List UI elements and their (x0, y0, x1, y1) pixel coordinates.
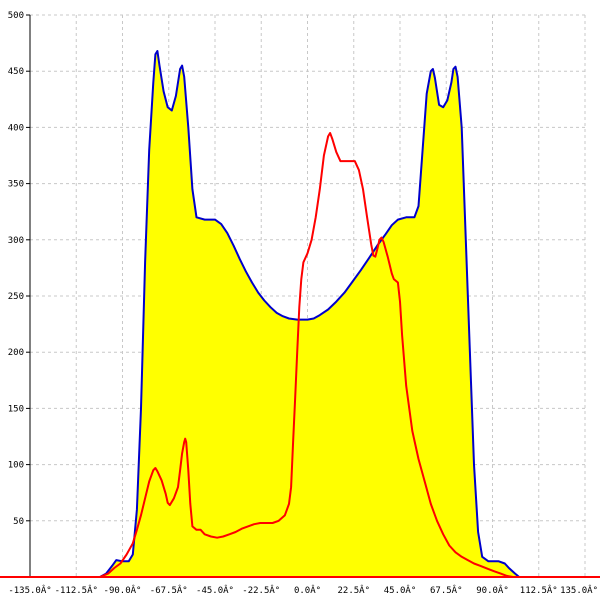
y-tick-label: 150 (8, 404, 24, 414)
series-1-line (99, 50, 520, 578)
y-tick-label: 400 (8, 123, 24, 133)
y-tick-label: 50 (13, 517, 24, 527)
series-areas (99, 51, 520, 577)
y-tick-label: 450 (8, 67, 24, 77)
axis-tick-labels: 50 100 150 200 250 300 350 400 450 500 -135.0Â° -11… (8, 11, 598, 596)
series-2-line (99, 132, 514, 578)
x-tick-label: -90.0Â° (104, 584, 142, 596)
y-tick-label: 100 (8, 461, 24, 471)
x-tick-label: -112.5Â° (55, 584, 98, 596)
x-tick-label: 45.0Â° (384, 584, 417, 596)
x-tick-label: 67.5Â° (430, 584, 463, 596)
x-tick-label: 90.0Â° (476, 584, 509, 596)
x-tick-label: -135.0Â° (8, 584, 51, 596)
x-tick-label: 112.5Â° (520, 584, 558, 596)
y-tick-label: 350 (8, 180, 24, 190)
x-tick-label: -22.5Â° (242, 584, 280, 596)
series-lines (99, 50, 520, 578)
y-tick-label: 200 (8, 348, 24, 358)
series-1-area (99, 51, 520, 577)
x-tick-label: 135.0Â° (560, 584, 598, 596)
y-tick-label: 500 (8, 11, 24, 21)
x-tick-label: 0.0Â° (294, 584, 321, 596)
x-tick-label: 22.5Â° (337, 584, 370, 596)
y-tick-label: 250 (8, 292, 24, 302)
y-tick-label: 300 (8, 236, 24, 246)
x-tick-label: -45.0Â° (196, 584, 234, 596)
x-tick-label: -67.5Â° (150, 584, 188, 596)
